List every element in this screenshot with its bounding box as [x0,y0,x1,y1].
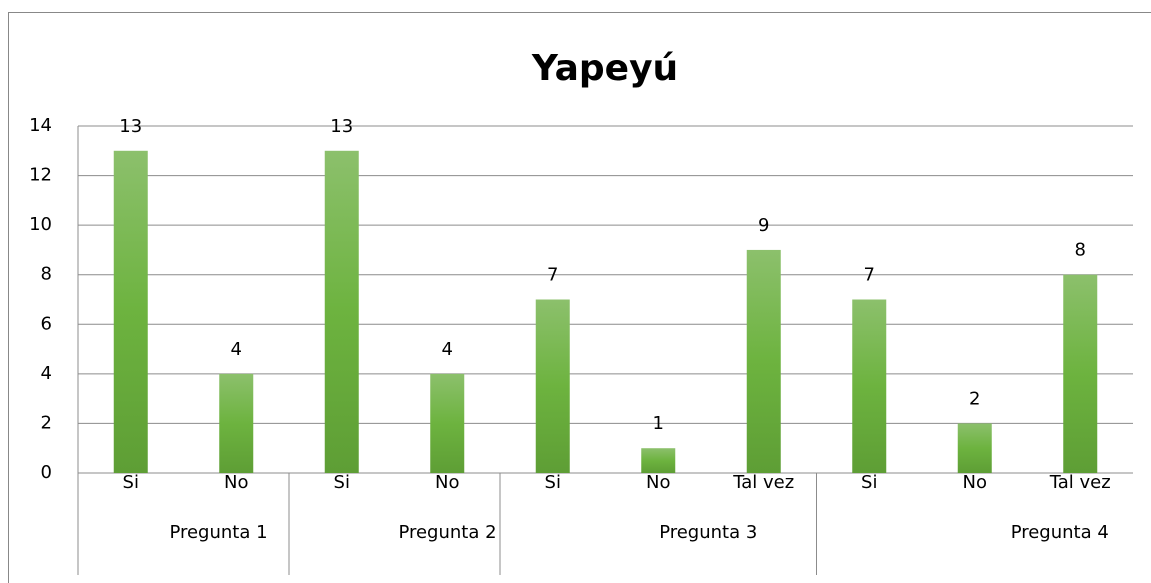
group-label: Pregunta 1 [169,522,267,543]
x-tick-label: No [435,472,459,493]
y-tick-label: 6 [41,313,52,334]
y-tick-label: 2 [41,412,52,433]
bar [430,373,465,473]
y-tick-label: 14 [29,115,52,136]
value-label: 13 [119,116,142,137]
y-tick-label: 10 [29,214,52,235]
bar [113,150,148,474]
value-label: 7 [864,265,875,286]
value-label: 7 [547,265,558,286]
group-label: Pregunta 3 [659,522,757,543]
x-tick-label: Si [123,472,139,493]
value-label: 8 [1075,240,1086,261]
bar [219,373,254,473]
value-label: 4 [442,339,453,360]
group-label: Pregunta 4 [1011,522,1109,543]
value-label: 4 [231,339,242,360]
value-label: 2 [969,388,980,409]
value-label: 1 [653,413,664,434]
bar [746,249,781,473]
x-tick-label: Si [334,472,350,493]
bar [957,423,992,473]
x-tick-label: Si [861,472,877,493]
y-tick-label: 12 [29,165,52,186]
y-tick-label: 8 [41,264,52,285]
x-tick-label: No [224,472,248,493]
y-tick-label: 0 [41,462,52,483]
bar [324,150,359,474]
x-tick-label: No [646,472,670,493]
value-label: 9 [758,215,769,236]
x-tick-label: Tal vez [732,472,794,493]
chart-title: Yapeyú [531,48,678,89]
x-tick-label: Si [545,472,561,493]
chart-frame [8,12,1151,583]
y-tick-label: 4 [41,363,52,384]
x-tick-label: No [963,472,987,493]
bar [535,299,570,473]
bar [852,299,887,473]
bar [641,448,676,473]
group-label: Pregunta 2 [398,522,496,543]
bar [1063,274,1098,473]
value-label: 13 [330,116,353,137]
x-tick-label: Tal vez [1049,472,1111,493]
